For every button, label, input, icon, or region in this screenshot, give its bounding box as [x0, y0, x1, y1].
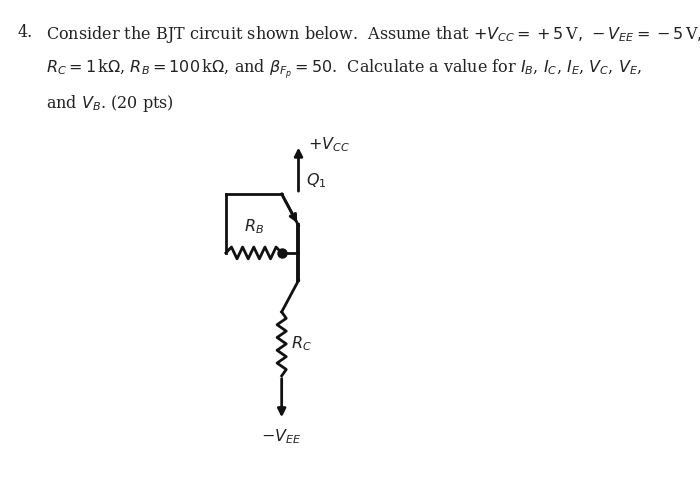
Text: $-V_{EE}$: $-V_{EE}$	[262, 427, 302, 446]
Text: $R_C$: $R_C$	[290, 335, 312, 353]
Text: 4.: 4.	[18, 24, 33, 41]
Text: $+V_{CC}$: $+V_{CC}$	[308, 135, 349, 154]
Text: and $V_B$. (20 pts): and $V_B$. (20 pts)	[46, 93, 174, 114]
Text: $R_C=1\,$k$\Omega$, $R_B=100\,$k$\Omega$, and $\beta_{F_p}=50$.  Calculate a val: $R_C=1\,$k$\Omega$, $R_B=100\,$k$\Omega$…	[46, 58, 643, 82]
Text: $R_B$: $R_B$	[244, 218, 264, 236]
Text: Consider the BJT circuit shown below.  Assume that $+V_{CC}=+5\,$V$,\,-V_{EE}=-5: Consider the BJT circuit shown below. As…	[46, 24, 700, 45]
Text: $Q_1$: $Q_1$	[306, 171, 327, 190]
